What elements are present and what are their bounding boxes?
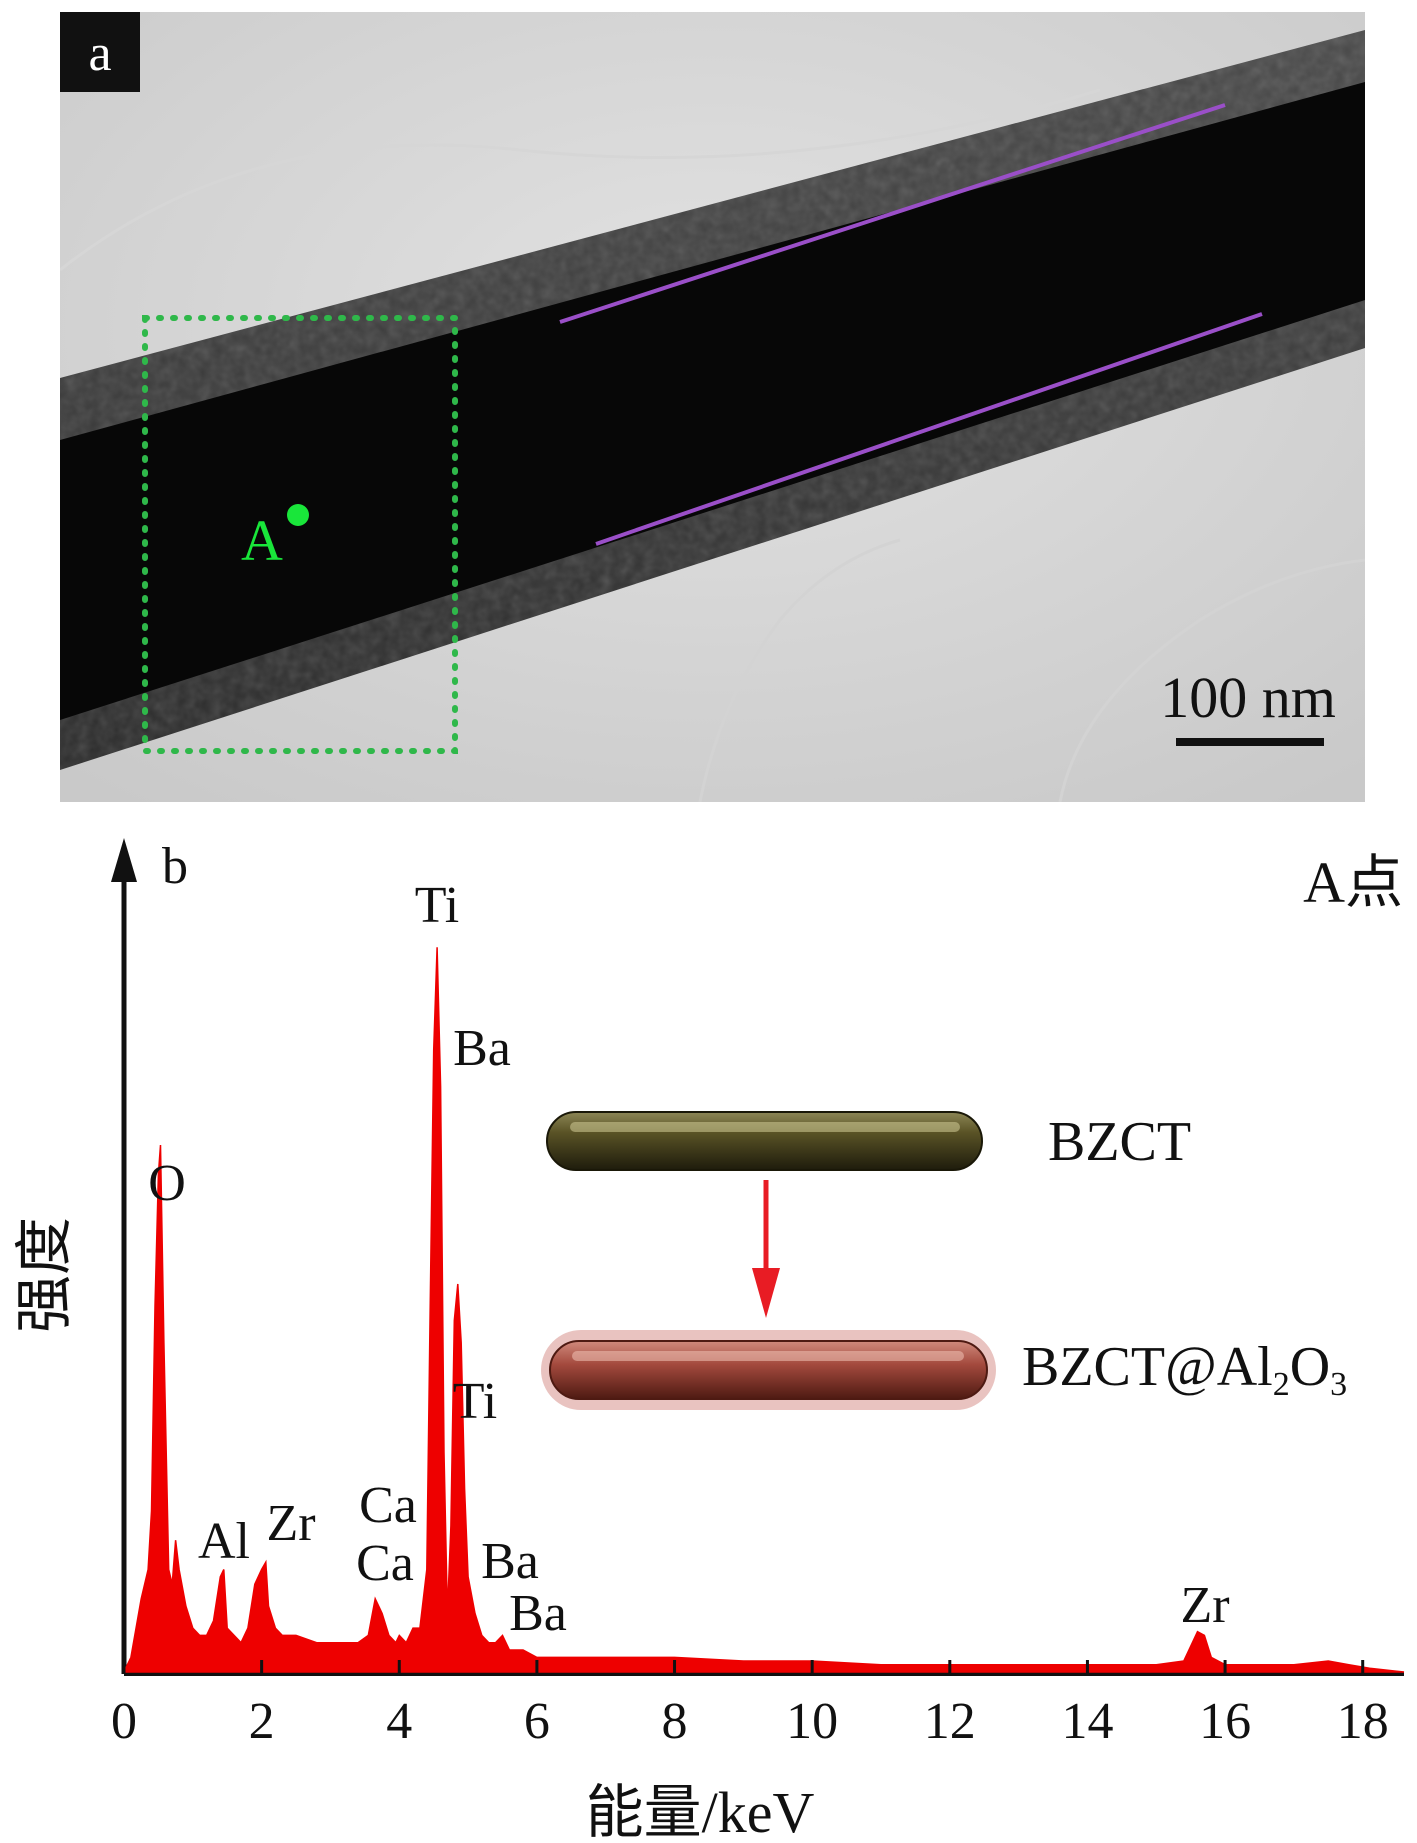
x-tick-label: 4 xyxy=(386,1693,412,1750)
shell-boundary-line-lower xyxy=(595,312,1263,546)
point-a-label: A xyxy=(241,508,283,573)
rod-bzct-highlight xyxy=(570,1122,960,1132)
y-axis-arrowhead xyxy=(111,838,137,882)
peak-label-ba-la: Ba xyxy=(453,1020,511,1077)
peak-label-ti-ka: Ti xyxy=(415,877,459,934)
x-axis-ticks: 0 2 4 6 8 10 12 14 16 18 xyxy=(111,1660,1389,1750)
x-tick-label: 12 xyxy=(924,1693,976,1750)
highlight-box xyxy=(142,315,458,754)
x-tick-label: 18 xyxy=(1337,1693,1389,1750)
rod-bzct xyxy=(546,1111,983,1171)
x-axis-title: 能量/keV xyxy=(586,1780,815,1843)
x-tick-label: 8 xyxy=(662,1693,688,1750)
support-film-contour xyxy=(698,538,901,802)
support-film-contour xyxy=(1058,558,1365,802)
coating-arrow-head xyxy=(752,1268,780,1318)
peak-label-ca-ka: Ca xyxy=(356,1535,414,1592)
rod-bzct-label: BZCT xyxy=(1048,1111,1191,1173)
panel-a-label: a xyxy=(88,25,111,82)
peak-label-ti-kb: Ti xyxy=(453,1373,497,1430)
scale-bar-label: 100 nm xyxy=(1160,665,1336,730)
peak-label-ca-kb: Ca xyxy=(359,1477,417,1534)
peak-label-zr-k: Zr xyxy=(1180,1577,1229,1634)
x-tick-label: 0 xyxy=(111,1693,137,1750)
panel-b-label: b xyxy=(162,838,188,895)
x-tick-label: 6 xyxy=(524,1693,550,1750)
x-tick-label: 16 xyxy=(1199,1693,1251,1750)
scale-bar xyxy=(1176,738,1324,746)
x-tick-label: 2 xyxy=(249,1693,275,1750)
rod-bzct-al2o3 xyxy=(549,1340,988,1400)
nanofiber-core xyxy=(60,82,1365,720)
spectrum-series-area xyxy=(122,947,1405,1673)
rod-bzct-al2o3-label: BZCT@Al2O3 xyxy=(1022,1336,1347,1403)
shell-boundary-line-upper xyxy=(559,103,1226,324)
support-film-contour xyxy=(60,88,1101,272)
corner-label-point-a: A点 xyxy=(1303,850,1403,915)
peak-label-o: O xyxy=(148,1155,186,1212)
peak-label-ba-lg: Ba xyxy=(509,1585,567,1642)
y-axis-title: 强度 xyxy=(12,1217,77,1333)
panel-b-eds-spectrum: b A点 0 2 4 6 8 10 12 14 16 18 能量/keV 强度 O Al Zr C… xyxy=(12,838,1405,1843)
peak-label-ba-lb: Ba xyxy=(481,1533,539,1590)
rod-bzct-al2o3-highlight xyxy=(572,1351,964,1361)
peak-label-al: Al xyxy=(198,1513,250,1570)
panel-a-label-box xyxy=(60,12,140,92)
peak-label-zr-l: Zr xyxy=(266,1495,315,1552)
schematic-inset: BZCT BZCT@Al2O3 xyxy=(541,1111,1347,1410)
point-a-marker xyxy=(287,504,309,526)
panel-a-tem-image: A 100 nm a xyxy=(60,12,1365,802)
x-tick-label: 10 xyxy=(786,1693,838,1750)
x-tick-label: 14 xyxy=(1061,1693,1113,1750)
